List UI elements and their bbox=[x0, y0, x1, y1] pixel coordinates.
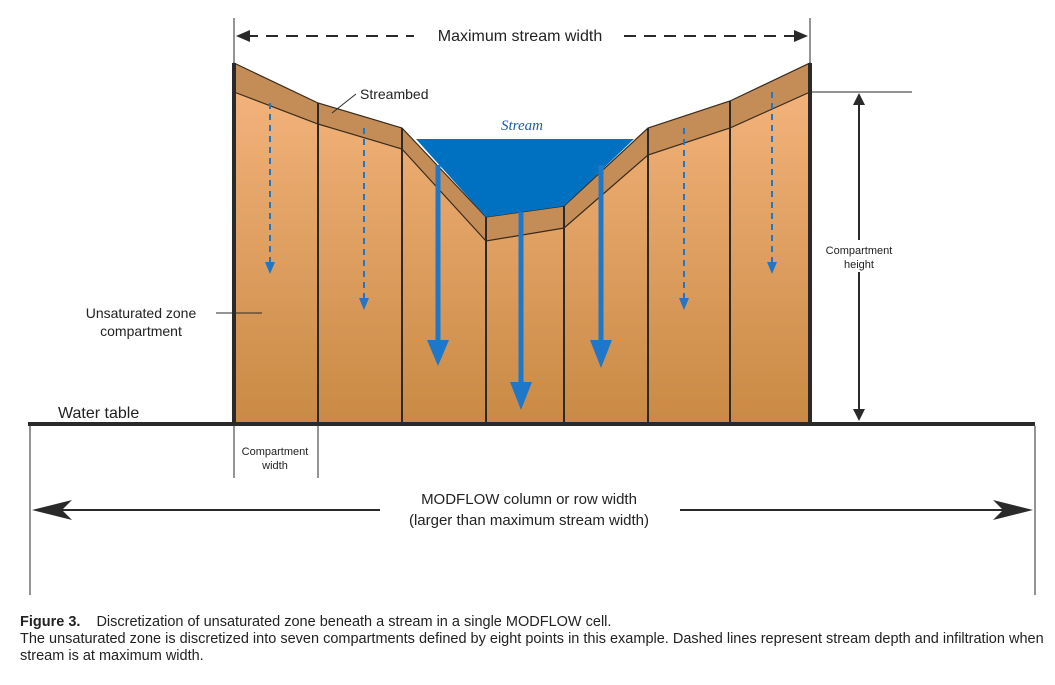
figure-caption: Figure 3. Discretization of unsaturated z… bbox=[20, 614, 1050, 665]
solid-infiltration-arrows bbox=[435, 165, 604, 385]
max-width-label: Maximum stream width bbox=[438, 28, 602, 45]
width-label-line2: width bbox=[261, 460, 288, 472]
solid-arrowheads bbox=[427, 340, 612, 410]
caption-title-row: Figure 3. Discretization of unsaturated z… bbox=[20, 614, 1050, 631]
modflow-label-line2: (larger than maximum stream width) bbox=[409, 512, 649, 529]
unsat-label-line1: Unsaturated zone bbox=[86, 305, 197, 321]
height-label-bg bbox=[815, 240, 903, 272]
water-table-label: Water table bbox=[58, 405, 139, 422]
stream-discretization-diagram: Water table Maximum stream width Streamb… bbox=[28, 18, 1036, 595]
modflow-label-line1: MODFLOW column or row width bbox=[421, 491, 637, 508]
max-width-arrow-left bbox=[236, 30, 250, 42]
caption-body: The unsaturated zone is discretized into… bbox=[20, 631, 1044, 664]
dashed-infiltration-arrows bbox=[269, 92, 773, 298]
modflow-arrow-right bbox=[993, 500, 1033, 520]
caption-title: Discretization of unsaturated zone benea… bbox=[96, 614, 612, 630]
dashed-arrowheads bbox=[265, 262, 777, 310]
modflow-arrow-left bbox=[32, 500, 72, 520]
height-label-line2: height bbox=[844, 259, 874, 271]
max-width-arrow-right bbox=[794, 30, 808, 42]
unsat-label-line2: compartment bbox=[100, 323, 182, 339]
streambed-label: Streambed bbox=[360, 86, 428, 102]
stream-water bbox=[416, 139, 634, 217]
height-label-line1: Compartment bbox=[826, 245, 893, 257]
stream-label: Stream bbox=[501, 118, 543, 134]
modflow-label-bg bbox=[380, 488, 680, 532]
height-arrow-up bbox=[853, 93, 865, 105]
width-label-line1: Compartment bbox=[242, 446, 309, 458]
compartment-dividers bbox=[317, 101, 731, 423]
streambed-leader bbox=[331, 93, 357, 114]
height-arrow-down bbox=[853, 409, 865, 421]
figure-number: Figure 3. bbox=[20, 614, 81, 630]
